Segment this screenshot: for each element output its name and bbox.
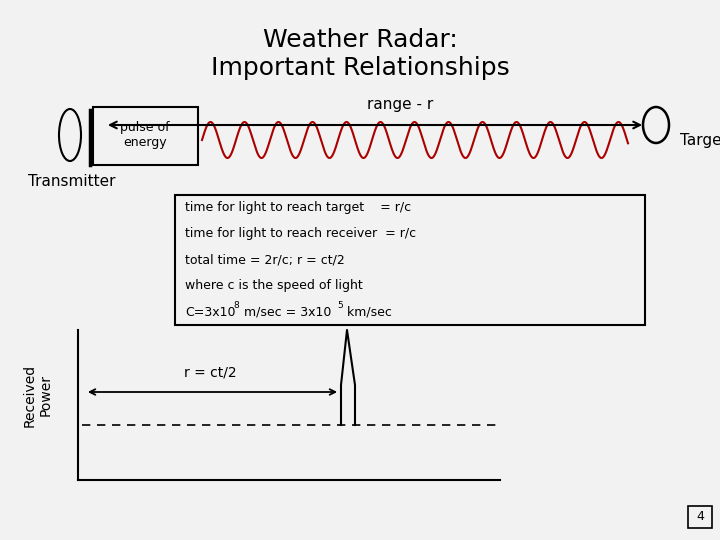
Text: time for light to reach target    = r/c: time for light to reach target = r/c [185,201,411,214]
Text: Weather Radar:: Weather Radar: [263,28,457,52]
Text: pulse of
energy: pulse of energy [120,121,170,149]
Text: km/sec: km/sec [343,306,392,319]
Bar [688,506,712,528]
Ellipse shape [643,107,669,143]
Text: total time = 2r/c; r = ct/2: total time = 2r/c; r = ct/2 [185,253,345,267]
Bar [175,195,645,325]
Text: Important Relationships: Important Relationships [211,56,509,80]
Bar [93,107,198,165]
Ellipse shape [59,109,81,161]
Text: 8: 8 [233,300,239,309]
Text: range - r: range - r [367,98,433,112]
Text: r = ct/2: r = ct/2 [184,366,236,380]
Text: time for light to reach receiver  = r/c: time for light to reach receiver = r/c [185,227,416,240]
Text: Transmitter: Transmitter [28,174,115,190]
Text: Target: Target [680,132,720,147]
Text: where c is the speed of light: where c is the speed of light [185,280,363,293]
Text: 5: 5 [337,300,343,309]
Text: m/sec = 3x10: m/sec = 3x10 [240,306,331,319]
Text: Received
Power: Received Power [23,363,53,427]
Text: C=3x10: C=3x10 [185,306,235,319]
Text: 4: 4 [696,510,704,523]
